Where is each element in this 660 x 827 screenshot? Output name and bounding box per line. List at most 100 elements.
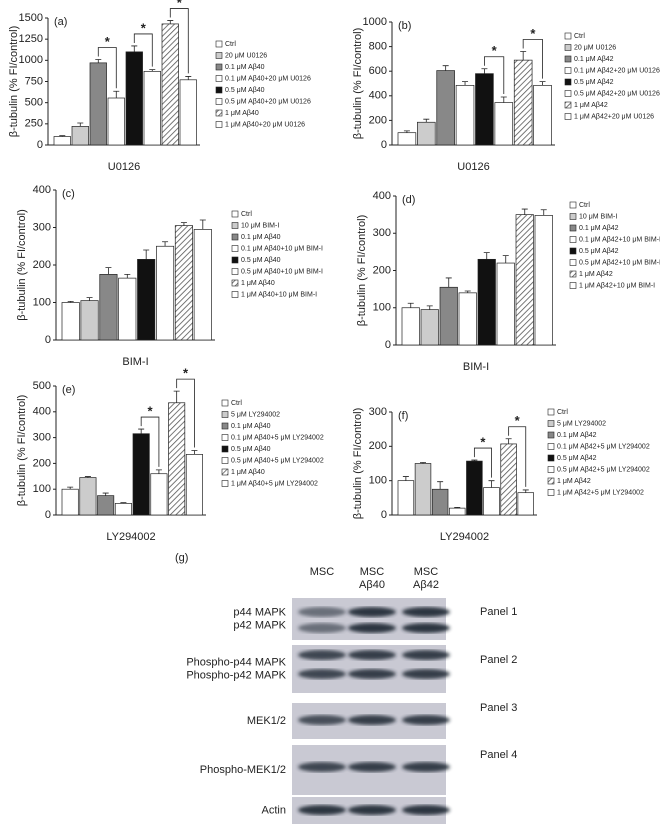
legend-label: 5 μM LY294002 [557, 420, 606, 427]
lane-label: MSC [310, 566, 335, 578]
bar [494, 102, 514, 146]
error-bar [113, 90, 120, 99]
significance-bracket [473, 447, 492, 478]
legend-label: Ctrl [241, 211, 252, 218]
y-tick-label: 1250 [19, 33, 43, 45]
legend-label: 0.5 μM Aβ42+20 μM U0126 [574, 90, 660, 97]
legend-swatch [569, 247, 577, 255]
legend-swatch [547, 408, 555, 416]
error-bar [402, 476, 409, 481]
legend-swatch [564, 101, 572, 109]
legend-label: 0.5 μM Aβ40+10 μM BIM-I [241, 268, 323, 275]
significance-star: * [480, 435, 486, 450]
legend-swatch [547, 420, 555, 427]
legend-swatch [564, 67, 572, 74]
legend-swatch [231, 210, 239, 218]
legend-swatch [231, 222, 239, 229]
blot-label: (g) [175, 552, 188, 564]
blot-band [298, 805, 346, 815]
y-tick-label: 0 [381, 139, 387, 151]
x-tick-label: LY294002 [106, 531, 155, 543]
error-bar [407, 302, 414, 308]
legend-label: 0.5 μM Aβ40 [241, 257, 281, 264]
bar [475, 73, 494, 146]
bar [534, 215, 553, 346]
error-bar [442, 65, 449, 71]
legend-swatch [564, 55, 572, 63]
blot-band [298, 669, 346, 679]
legend-label: 0.5 μM Aβ42+10 μM BIM-I [579, 259, 660, 266]
significance-star: * [515, 413, 521, 428]
bar [137, 259, 156, 341]
bar [500, 443, 517, 516]
legend-swatch [569, 201, 577, 209]
bar [477, 258, 496, 346]
legend-swatch [231, 233, 239, 241]
significance-star: * [177, 0, 183, 10]
row-label: p42 MAPK [233, 619, 286, 631]
significance-bracket [508, 426, 527, 487]
legend-swatch [221, 422, 229, 430]
legend-label: 1 μM Aβ40 [241, 280, 275, 287]
error-bar [84, 476, 91, 478]
legend-label: Ctrl [574, 33, 585, 40]
blot-band [298, 650, 346, 660]
x-tick-label: LY294002 [440, 531, 489, 543]
legend-label: 0.5 μM Aβ42 [579, 248, 619, 255]
legend-swatch [547, 489, 555, 496]
error-bar [124, 273, 131, 279]
error-bar [162, 241, 169, 247]
bar [71, 126, 89, 146]
legend-swatch [215, 98, 223, 105]
bar [53, 136, 71, 146]
panel-name: Panel 2 [480, 654, 517, 666]
legend-swatch [569, 270, 577, 278]
bar [401, 307, 420, 346]
y-axis-title: β-tubulin (% FI/control) [356, 215, 368, 326]
bar [533, 84, 552, 146]
row-label: MEK1/2 [247, 715, 286, 727]
error-bar [138, 428, 145, 434]
legend-swatch [215, 86, 223, 94]
significance-star: * [141, 20, 147, 35]
legend-label: 1 μM Aβ42+5 μM LY294002 [557, 489, 644, 496]
y-tick-label: 200 [33, 259, 51, 271]
legend-label: 0.5 μM Aβ42 [574, 79, 614, 86]
blot-band [348, 623, 396, 633]
panel-label: (f) [398, 410, 408, 422]
error-bar [483, 252, 490, 260]
blot-band [298, 623, 346, 633]
legend-label: 0.5 μM Aβ40+20 μM U0126 [225, 98, 311, 105]
bar [179, 79, 197, 146]
error-bar [481, 68, 488, 74]
blot-band [348, 805, 396, 815]
legend-swatch [547, 454, 555, 462]
panel-name: Panel 1 [480, 606, 517, 618]
y-axis-title: β-tubulin (% FI/control) [16, 209, 28, 320]
row-label: p44 MAPK [233, 606, 286, 618]
error-bar [437, 481, 444, 490]
bar [483, 487, 500, 516]
blot-band [402, 669, 450, 679]
y-axis-title: β-tubulin (% FI/control) [352, 408, 364, 519]
error-bar [462, 81, 469, 86]
x-tick-label: BIM-I [122, 356, 148, 368]
significance-bracket [169, 8, 189, 74]
error-bar [149, 69, 156, 72]
row-label: Phospho-MEK1/2 [200, 764, 286, 776]
y-tick-label: 300 [33, 432, 51, 444]
y-tick-label: 250 [25, 118, 43, 130]
legend-swatch [221, 399, 229, 407]
significance-bracket [140, 416, 160, 467]
bar [132, 433, 150, 516]
significance-bracket [176, 378, 195, 448]
y-tick-label: 100 [33, 483, 51, 495]
legend-label: 0.1 μM Aβ42 [579, 225, 619, 232]
y-tick-label: 200 [33, 457, 51, 469]
error-bar [420, 462, 427, 464]
bar [61, 488, 79, 516]
y-tick-label: 800 [369, 41, 387, 53]
row-label: Actin [262, 804, 286, 816]
legend-label: 0.1 μM Aβ40+20 μM U0126 [225, 75, 311, 82]
